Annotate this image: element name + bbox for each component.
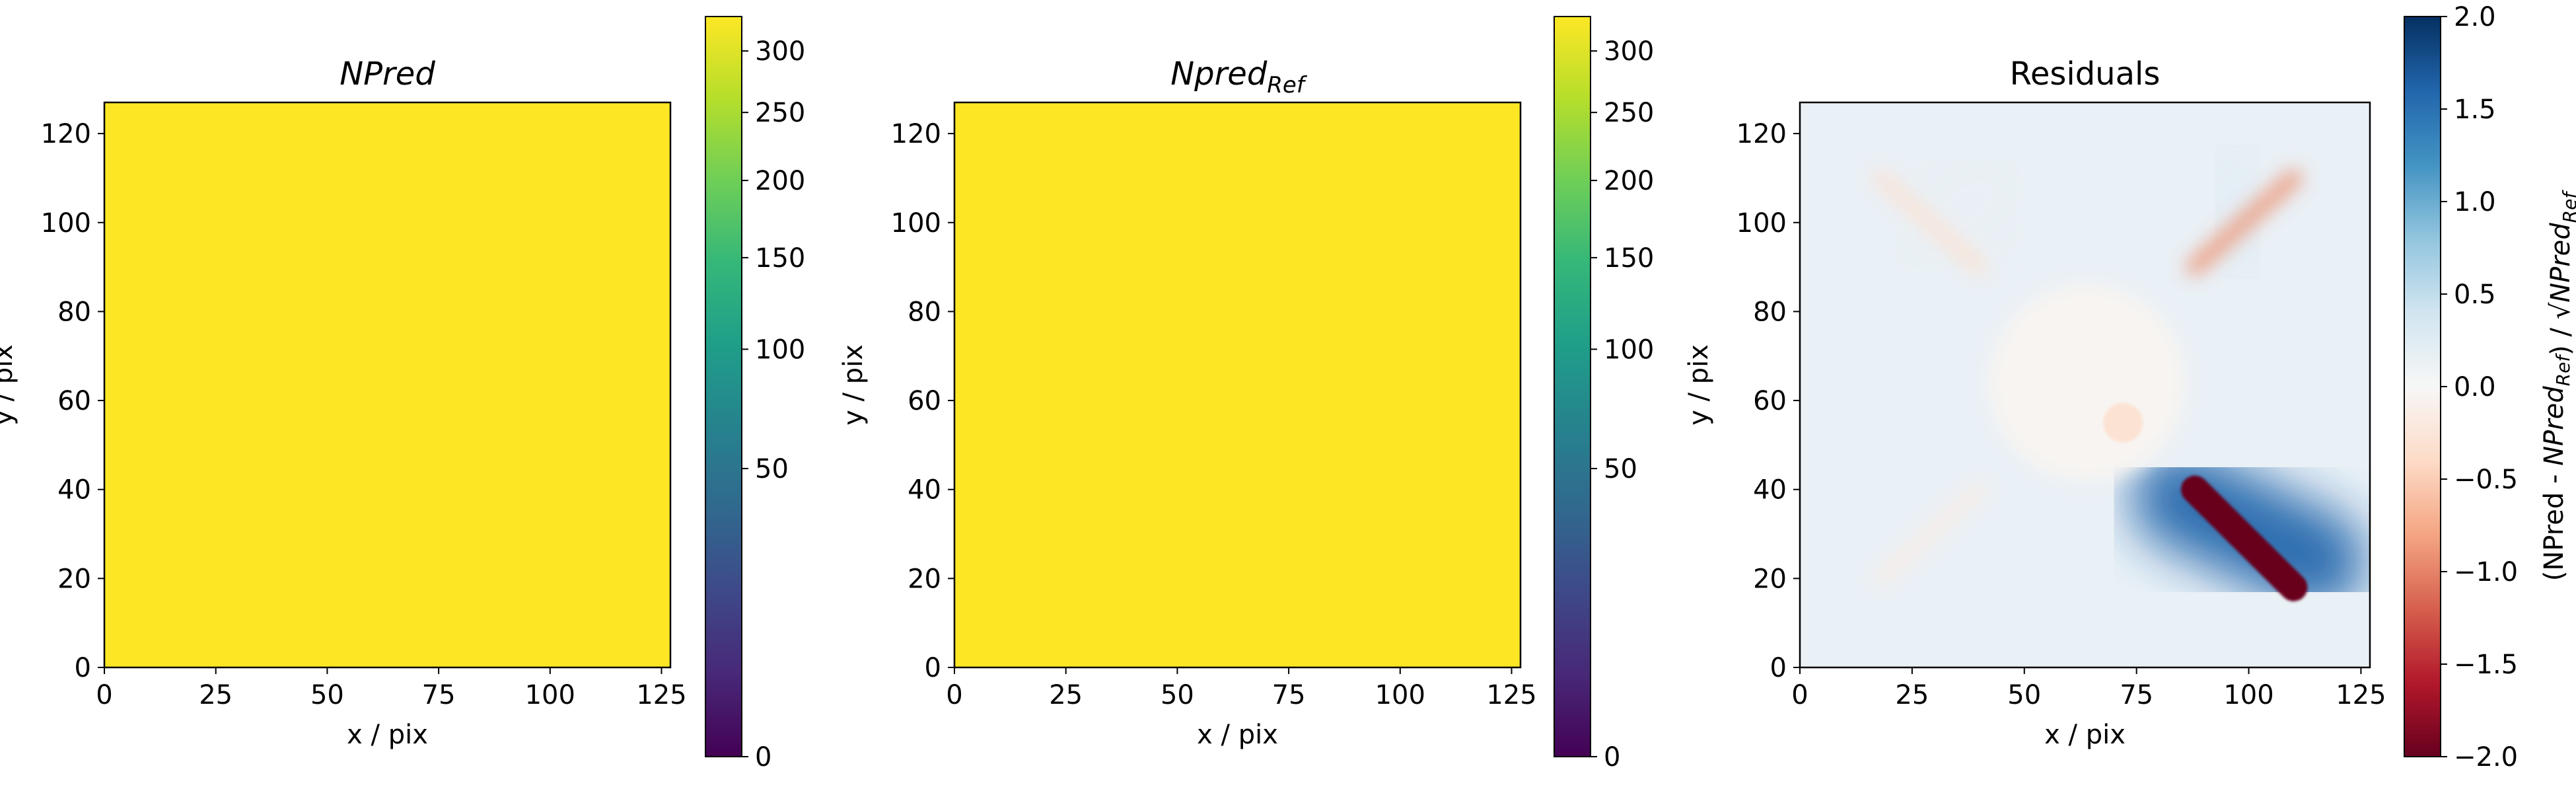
heatmap-image <box>954 102 1521 667</box>
x-tick-label: 25 <box>199 680 233 710</box>
y-tick-label: 40 <box>908 475 941 506</box>
colorbar <box>2404 17 2441 757</box>
colorbar-tick-label: 2.0 <box>2454 2 2496 32</box>
x-axis-label: x / pix <box>2044 720 2126 750</box>
colorbar-tick-label: 250 <box>755 98 805 128</box>
x-tick-label: 125 <box>2336 680 2386 710</box>
heatmap-image <box>104 102 670 667</box>
plot-frame <box>953 101 1522 669</box>
plot-frame <box>1799 101 2371 669</box>
residual-halo <box>2176 128 2299 295</box>
y-tick-label: 60 <box>908 386 941 416</box>
colorbar-tick-label: 1.0 <box>2454 187 2496 217</box>
residual-streak <box>2180 475 2308 601</box>
y-axis-label: y / pix <box>838 344 869 426</box>
colorbar-tick-label: 150 <box>755 243 805 274</box>
colorbar-tick-label: 1.5 <box>2454 94 2496 125</box>
colorbar-frame <box>1554 16 1591 757</box>
x-tick-label: 75 <box>2120 680 2153 710</box>
x-tick-label: 0 <box>946 680 962 710</box>
x-tick-label: 50 <box>2007 680 2041 710</box>
y-tick-label: 0 <box>1770 653 1787 683</box>
colorbar-tick-label: −1.0 <box>2454 557 2518 587</box>
colorbar <box>705 17 742 757</box>
y-tick-label: 80 <box>1753 297 1787 327</box>
plot-frame <box>103 101 672 669</box>
y-tick-label: 120 <box>1736 119 1787 149</box>
colorbar-tick-label: 200 <box>1604 166 1654 196</box>
colorbar-tick-label: 0 <box>1604 742 1620 773</box>
y-tick-label: 60 <box>1753 386 1787 416</box>
colorbar-tick-label: 100 <box>755 334 805 365</box>
colorbar-tick-label: −0.5 <box>2454 465 2518 495</box>
y-tick-label: 100 <box>1736 208 1787 239</box>
x-tick-label: 25 <box>1895 680 1929 710</box>
y-tick-label: 120 <box>891 119 941 149</box>
colorbar-tick-label: −2.0 <box>2454 742 2518 773</box>
x-tick-label: 125 <box>636 680 686 710</box>
x-tick-label: 50 <box>1161 680 1194 710</box>
residual-streak <box>2186 169 2303 276</box>
colorbar-tick-label: 300 <box>755 36 805 67</box>
x-tick-label: 50 <box>310 680 344 710</box>
y-tick-label: 40 <box>1753 475 1787 506</box>
x-tick-label: 25 <box>1049 680 1083 710</box>
x-tick-label: 100 <box>525 680 575 710</box>
y-axis-label: y / pix <box>0 344 18 426</box>
colorbar-frame <box>705 16 742 757</box>
colorbar-tick-label: 0.5 <box>2454 280 2496 310</box>
y-tick-label: 100 <box>891 208 941 239</box>
x-tick-label: 75 <box>422 680 456 710</box>
residual-blob <box>2103 402 2143 443</box>
colorbar-label: (NPred - NPredRef) / √NPredRef <box>2539 190 2576 582</box>
colorbar-tick-label: 0.0 <box>2454 372 2496 402</box>
colorbar-tick-label: 0 <box>755 742 771 773</box>
residual-streak <box>1872 480 1988 587</box>
chart-title: NpredRef <box>1170 56 1308 98</box>
colorbar-tick-label: 250 <box>1604 98 1654 128</box>
y-tick-label: 0 <box>75 653 91 683</box>
y-tick-label: 20 <box>57 564 91 594</box>
x-tick-label: 0 <box>96 680 112 710</box>
heatmap-image <box>1800 102 2370 667</box>
x-axis-label: x / pix <box>347 720 428 750</box>
y-tick-label: 120 <box>41 119 91 149</box>
y-tick-label: 0 <box>925 653 941 683</box>
x-tick-label: 100 <box>2223 680 2273 710</box>
y-tick-label: 40 <box>57 475 91 506</box>
residual-disk <box>1988 283 2186 482</box>
y-tick-label: 100 <box>41 208 91 239</box>
y-tick-label: 80 <box>57 297 91 327</box>
colorbar-tick-label: 50 <box>1604 454 1637 484</box>
colorbar-tick-label: 50 <box>755 454 789 484</box>
y-tick-label: 20 <box>1753 564 1787 594</box>
x-tick-label: 0 <box>1791 680 1808 710</box>
y-tick-label: 20 <box>908 564 941 594</box>
y-axis-label: y / pix <box>1684 344 1714 426</box>
chart-title: Residuals <box>2010 56 2161 93</box>
colorbar-tick-label: 150 <box>1604 243 1654 274</box>
y-tick-label: 60 <box>57 386 91 416</box>
colorbar-tick-label: −1.5 <box>2454 650 2518 680</box>
y-tick-label: 80 <box>908 297 941 327</box>
colorbar <box>1554 17 1591 757</box>
residual-streak <box>1872 169 1988 276</box>
x-tick-label: 100 <box>1375 680 1425 710</box>
colorbar-tick-label: 300 <box>1604 36 1654 67</box>
x-tick-label: 125 <box>1486 680 1536 710</box>
colorbar-tick-label: 200 <box>755 166 805 196</box>
x-axis-label: x / pix <box>1197 720 1278 750</box>
colorbar-tick-label: 100 <box>1604 334 1654 365</box>
x-tick-label: 75 <box>1272 680 1306 710</box>
chart-title: NPred <box>340 56 435 93</box>
